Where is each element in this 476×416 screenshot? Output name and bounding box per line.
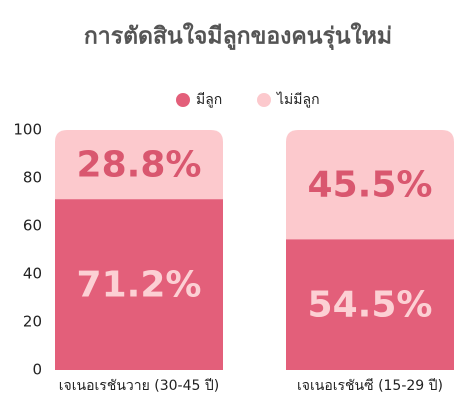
legend-marker bbox=[257, 93, 271, 107]
y-tick-label: 20 bbox=[23, 313, 42, 331]
y-tick-label: 60 bbox=[23, 217, 42, 235]
x-tick-label: เจเนอเรชันซี (15-29 ปี) bbox=[297, 378, 443, 394]
legend-label: ไม่มีลูก bbox=[276, 91, 320, 108]
y-tick-label: 40 bbox=[23, 265, 42, 283]
legend-label: มีลูก bbox=[196, 92, 222, 108]
bar-segment bbox=[286, 130, 454, 240]
legend-marker bbox=[176, 93, 190, 107]
chart-title: การตัดสินใจมีลูกของคนรุ่นใหม่ bbox=[84, 22, 392, 51]
value-label: 71.2% bbox=[77, 265, 202, 306]
bar-segment bbox=[55, 199, 223, 370]
y-tick-label: 0 bbox=[32, 361, 42, 379]
bar-segment bbox=[55, 130, 223, 200]
x-tick-label: เจเนอเรชันวาย (30-45 ปี) bbox=[59, 378, 219, 394]
value-label: 28.8% bbox=[77, 145, 202, 186]
value-label: 54.5% bbox=[308, 285, 433, 326]
y-tick-label: 80 bbox=[23, 169, 42, 187]
y-tick-label: 100 bbox=[13, 121, 42, 139]
value-label: 45.5% bbox=[308, 165, 433, 206]
bar-segment bbox=[286, 239, 454, 370]
